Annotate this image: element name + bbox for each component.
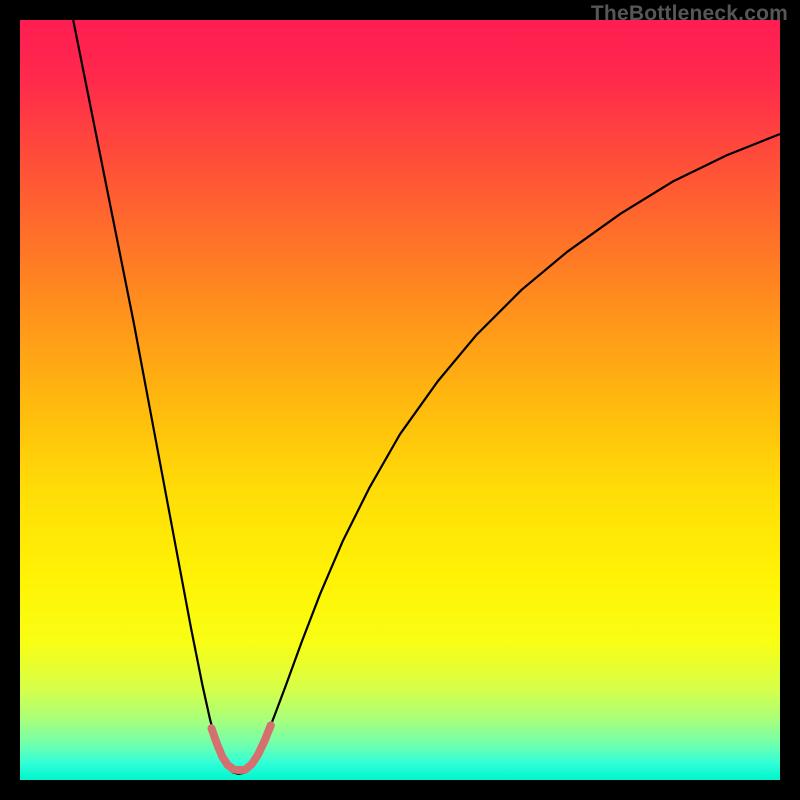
plot-background — [20, 20, 780, 780]
chart-container: { "watermark": { "text": "TheBottleneck.… — [0, 0, 800, 800]
watermark-text: TheBottleneck.com — [591, 2, 788, 26]
bottleneck-chart-svg — [0, 0, 800, 800]
